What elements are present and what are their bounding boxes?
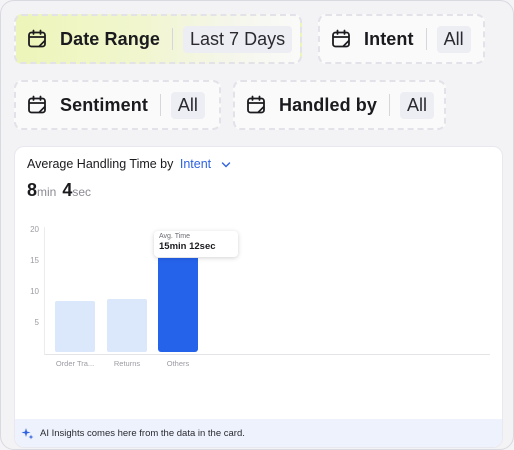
bar-order-tra[interactable] xyxy=(55,301,95,352)
filter-label: Sentiment xyxy=(60,94,148,115)
chevron-down-icon xyxy=(221,158,231,172)
x-tick-label: Others xyxy=(166,359,190,368)
y-tick-label: 20 xyxy=(30,225,39,234)
x-tick-label: Order Tra... xyxy=(55,359,95,368)
x-axis-baseline xyxy=(45,354,490,355)
calendar-icon xyxy=(26,28,48,50)
calendar-icon xyxy=(245,94,267,116)
filter-value[interactable]: All xyxy=(400,91,435,119)
filter-label: Intent xyxy=(364,28,414,49)
ai-insights-bar: AI Insights comes here from the data in … xyxy=(15,419,502,447)
filter-date-range[interactable]: Date Range Last 7 Days xyxy=(14,14,302,64)
divider xyxy=(159,94,161,116)
metric-seconds: 4 xyxy=(62,180,73,200)
metric-minutes: 8 xyxy=(27,180,38,200)
filter-label: Date Range xyxy=(60,28,161,49)
chart-tooltip: Avg. Time 15min 12sec xyxy=(154,231,238,257)
y-tick-label: 5 xyxy=(34,318,39,327)
filter-value[interactable]: All xyxy=(170,91,205,119)
filter-intent[interactable]: Intent All xyxy=(318,14,485,64)
handling-time-card: Average Handling Time by Intent 8min 4sec… xyxy=(14,146,503,448)
sparkle-icon xyxy=(21,427,34,440)
filter-sentiment[interactable]: Sentiment All xyxy=(14,80,221,130)
filter-label: Handled by xyxy=(279,94,378,115)
divider xyxy=(389,94,391,116)
y-axis-line xyxy=(44,227,45,355)
group-by-value: Intent xyxy=(179,157,212,171)
divider xyxy=(425,28,427,50)
calendar-icon xyxy=(26,94,48,116)
calendar-icon xyxy=(330,28,352,50)
metric-min-unit: min xyxy=(37,185,57,199)
filter-handled-by[interactable]: Handled by All xyxy=(233,80,446,130)
y-tick-label: 15 xyxy=(30,256,39,265)
divider xyxy=(172,28,174,50)
group-by-dropdown[interactable]: Intent xyxy=(180,157,231,171)
card-title-text: Average Handling Time by xyxy=(27,157,174,171)
filter-value[interactable]: Last 7 Days xyxy=(183,25,293,53)
ai-insights-text: AI Insights comes here from the data in … xyxy=(40,427,245,439)
bar-returns[interactable] xyxy=(107,299,147,352)
card-title: Average Handling Time by Intent xyxy=(27,157,231,172)
filter-value[interactable]: All xyxy=(436,25,471,53)
tooltip-label: Avg. Time xyxy=(159,233,190,240)
tooltip-value: 15min 12sec xyxy=(159,241,216,252)
y-tick-label: 10 xyxy=(30,287,39,296)
bar-others[interactable] xyxy=(158,257,198,352)
average-time-metric: 8min 4sec xyxy=(27,180,97,201)
metric-sec-unit: sec xyxy=(72,185,92,199)
x-tick-label: Returns xyxy=(113,359,141,368)
